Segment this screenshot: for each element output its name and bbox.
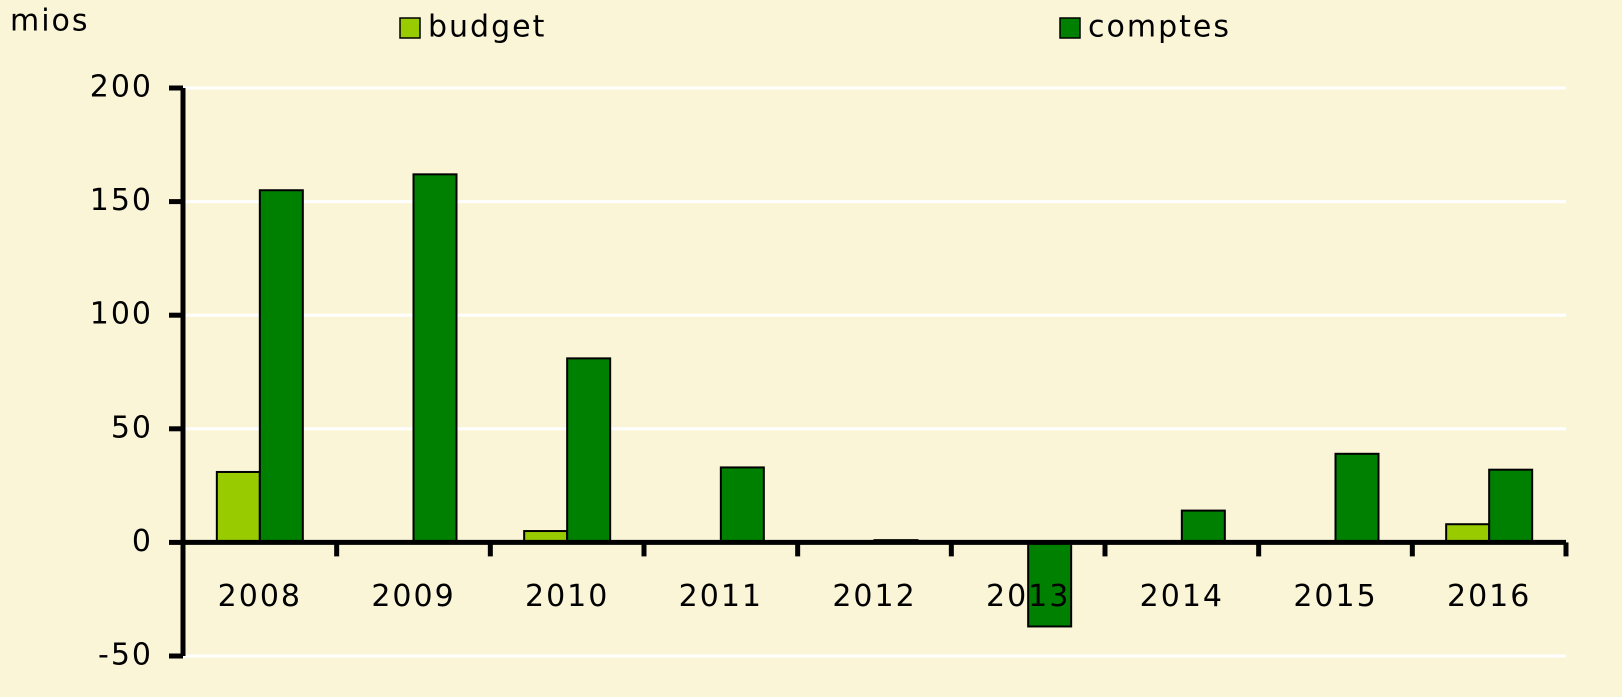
x-tick-label: 2011 — [679, 579, 763, 614]
bar — [1488, 468, 1534, 544]
legend-swatch — [399, 17, 421, 39]
x-tick-label: 2009 — [371, 579, 455, 614]
bar — [258, 189, 304, 544]
y-tick-label: 0 — [132, 524, 153, 559]
legend-label: budget — [428, 10, 546, 45]
legend-swatch — [1059, 17, 1081, 39]
y-tick-label: 50 — [111, 410, 153, 445]
x-tick-label: 2013 — [986, 579, 1070, 614]
bar — [566, 357, 612, 544]
y-tick-label: -50 — [98, 638, 153, 673]
bar — [412, 173, 458, 544]
y-unit-label: mios — [10, 4, 90, 39]
bar — [1027, 541, 1073, 628]
bar — [719, 466, 765, 544]
x-tick-label: 2012 — [832, 579, 916, 614]
x-tick-label: 2014 — [1140, 579, 1224, 614]
bar — [215, 470, 261, 544]
bar — [1180, 509, 1226, 544]
y-tick-label: 100 — [90, 297, 153, 332]
x-tick-label: 2016 — [1447, 579, 1531, 614]
y-tick-label: 200 — [90, 70, 153, 105]
bar — [1334, 452, 1380, 544]
x-tick-label: 2010 — [525, 579, 609, 614]
y-tick-label: 150 — [90, 183, 153, 218]
x-tick-label: 2015 — [1293, 579, 1377, 614]
legend-label: comptes — [1088, 10, 1231, 45]
x-tick-label: 2008 — [218, 579, 302, 614]
bar — [1445, 523, 1491, 544]
